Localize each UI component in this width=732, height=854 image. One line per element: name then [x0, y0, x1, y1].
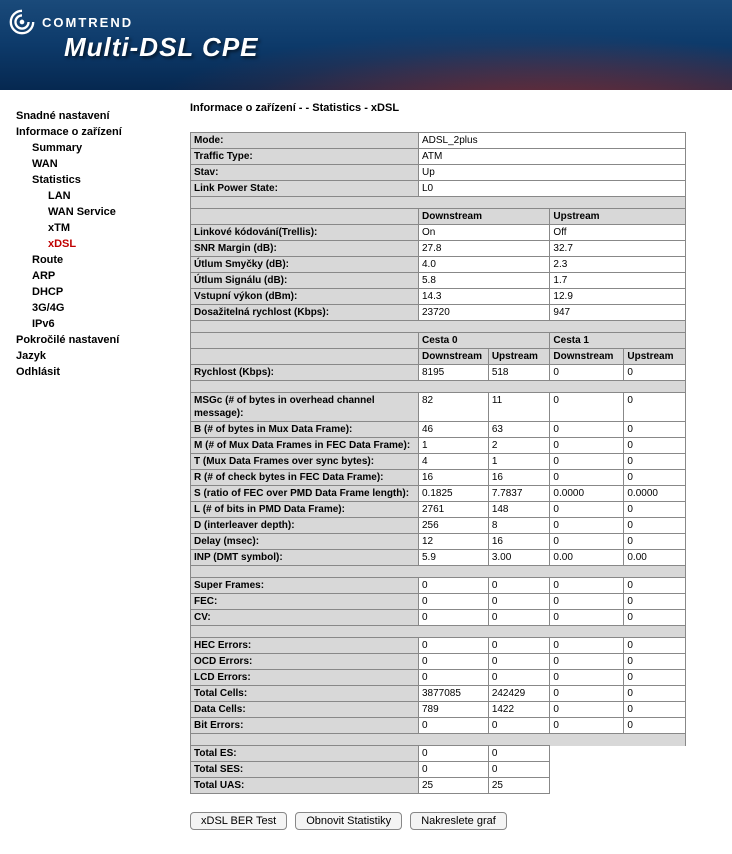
table-row: Super Frames:0000: [191, 578, 686, 594]
up-hdr: Upstream: [550, 209, 686, 225]
nav-statistics[interactable]: Statistics: [16, 172, 182, 188]
table-row: S (ratio of FEC over PMD Data Frame leng…: [191, 486, 686, 502]
table-row: Stav:Up: [191, 165, 686, 181]
table-row: INP (DMT symbol):5.93.000.000.00: [191, 550, 686, 566]
table-row: FEC:0000: [191, 594, 686, 610]
nav-quick-setup[interactable]: Snadné nastavení: [16, 108, 182, 124]
mode-value: ADSL_2plus: [418, 133, 685, 149]
table-row: DownstreamUpstream: [191, 209, 686, 225]
table-row: T (Mux Data Frames over sync bytes):4100: [191, 454, 686, 470]
nav-xtm[interactable]: xTM: [16, 220, 182, 236]
table-row: Traffic Type:ATM: [191, 149, 686, 165]
nav-xdsl[interactable]: xDSL: [16, 236, 182, 252]
table-row: Dosažitelná rychlost (Kbps):23720947: [191, 305, 686, 321]
traffic-label: Traffic Type:: [191, 149, 419, 165]
nav-lan[interactable]: LAN: [16, 188, 182, 204]
nav-summary[interactable]: Summary: [16, 140, 182, 156]
main-content: Informace o zařízení - - Statistics - xD…: [190, 90, 732, 854]
lps-label: Link Power State:: [191, 181, 419, 197]
nav-logout[interactable]: Odhlásit: [16, 364, 182, 380]
nav-language[interactable]: Jazyk: [16, 348, 182, 364]
brand-text: COMTREND: [42, 15, 133, 30]
nav-wan-service[interactable]: WAN Service: [16, 204, 182, 220]
table-row: DownstreamUpstreamDownstreamUpstream: [191, 349, 686, 365]
header-banner: COMTREND Multi-DSL CPE: [0, 0, 732, 90]
nav-ipv6[interactable]: IPv6: [16, 316, 182, 332]
page-title: Informace o zařízení - - Statistics - xD…: [190, 102, 724, 114]
nav-wan[interactable]: WAN: [16, 156, 182, 172]
table-row: OCD Errors:0000: [191, 654, 686, 670]
down-hdr: Downstream: [418, 209, 549, 225]
table-spacer: [191, 734, 686, 746]
stats-table: Mode:ADSL_2plus Traffic Type:ATM Stav:Up…: [190, 132, 686, 794]
nav-3g4g[interactable]: 3G/4G: [16, 300, 182, 316]
table-row: Mode:ADSL_2plus: [191, 133, 686, 149]
table-row: Bit Errors:0000: [191, 718, 686, 734]
table-row: Total Cells:387708524242900: [191, 686, 686, 702]
table-row: Linkové kódování(Trellis):OnOff: [191, 225, 686, 241]
table-row: M (# of Mux Data Frames in FEC Data Fram…: [191, 438, 686, 454]
table-row: Total ES:00: [191, 746, 686, 762]
table-row: MSGc (# of bytes in overhead channel mes…: [191, 393, 686, 422]
nav-dhcp[interactable]: DHCP: [16, 284, 182, 300]
table-row: HEC Errors:0000: [191, 638, 686, 654]
table-row: Rychlost (Kbps):819551800: [191, 365, 686, 381]
table-row: CV:0000: [191, 610, 686, 626]
table-row: Vstupní výkon (dBm):14.312.9: [191, 289, 686, 305]
table-row: Delay (msec):121600: [191, 534, 686, 550]
table-row: Cesta 0Cesta 1: [191, 333, 686, 349]
stav-label: Stav:: [191, 165, 419, 181]
table-row: Data Cells:789142200: [191, 702, 686, 718]
table-row: SNR Margin (dB):27.832.7: [191, 241, 686, 257]
table-row: B (# of bytes in Mux Data Frame):466300: [191, 422, 686, 438]
table-spacer: [191, 197, 686, 209]
table-row: Link Power State:L0: [191, 181, 686, 197]
stav-value: Up: [418, 165, 685, 181]
ber-test-button[interactable]: xDSL BER Test: [190, 812, 287, 830]
nav-arp[interactable]: ARP: [16, 268, 182, 284]
swirl-icon: [8, 8, 36, 36]
table-row: L (# of bits in PMD Data Frame):27611480…: [191, 502, 686, 518]
table-spacer: [191, 626, 686, 638]
table-row: LCD Errors:0000: [191, 670, 686, 686]
table-spacer: [191, 321, 686, 333]
mode-label: Mode:: [191, 133, 419, 149]
table-row: Útlum Smyčky (dB):4.02.3: [191, 257, 686, 273]
table-row: R (# of check bytes in FEC Data Frame):1…: [191, 470, 686, 486]
table-row: D (interleaver depth):256800: [191, 518, 686, 534]
nav-advanced[interactable]: Pokročilé nastavení: [16, 332, 182, 348]
refresh-button[interactable]: Obnovit Statistiky: [295, 812, 402, 830]
lps-value: L0: [418, 181, 685, 197]
table-spacer: [191, 381, 686, 393]
button-row: xDSL BER Test Obnovit Statistiky Nakresl…: [190, 812, 724, 830]
nav-route[interactable]: Route: [16, 252, 182, 268]
sidebar: Snadné nastavení Informace o zařízení Su…: [0, 90, 190, 854]
table-spacer: [191, 566, 686, 578]
nav-device-info[interactable]: Informace o zařízení: [16, 124, 182, 140]
graph-button[interactable]: Nakreslete graf: [410, 812, 507, 830]
product-title: Multi-DSL CPE: [64, 32, 259, 63]
traffic-value: ATM: [418, 149, 685, 165]
table-row: Útlum Signálu (dB):5.81.7: [191, 273, 686, 289]
